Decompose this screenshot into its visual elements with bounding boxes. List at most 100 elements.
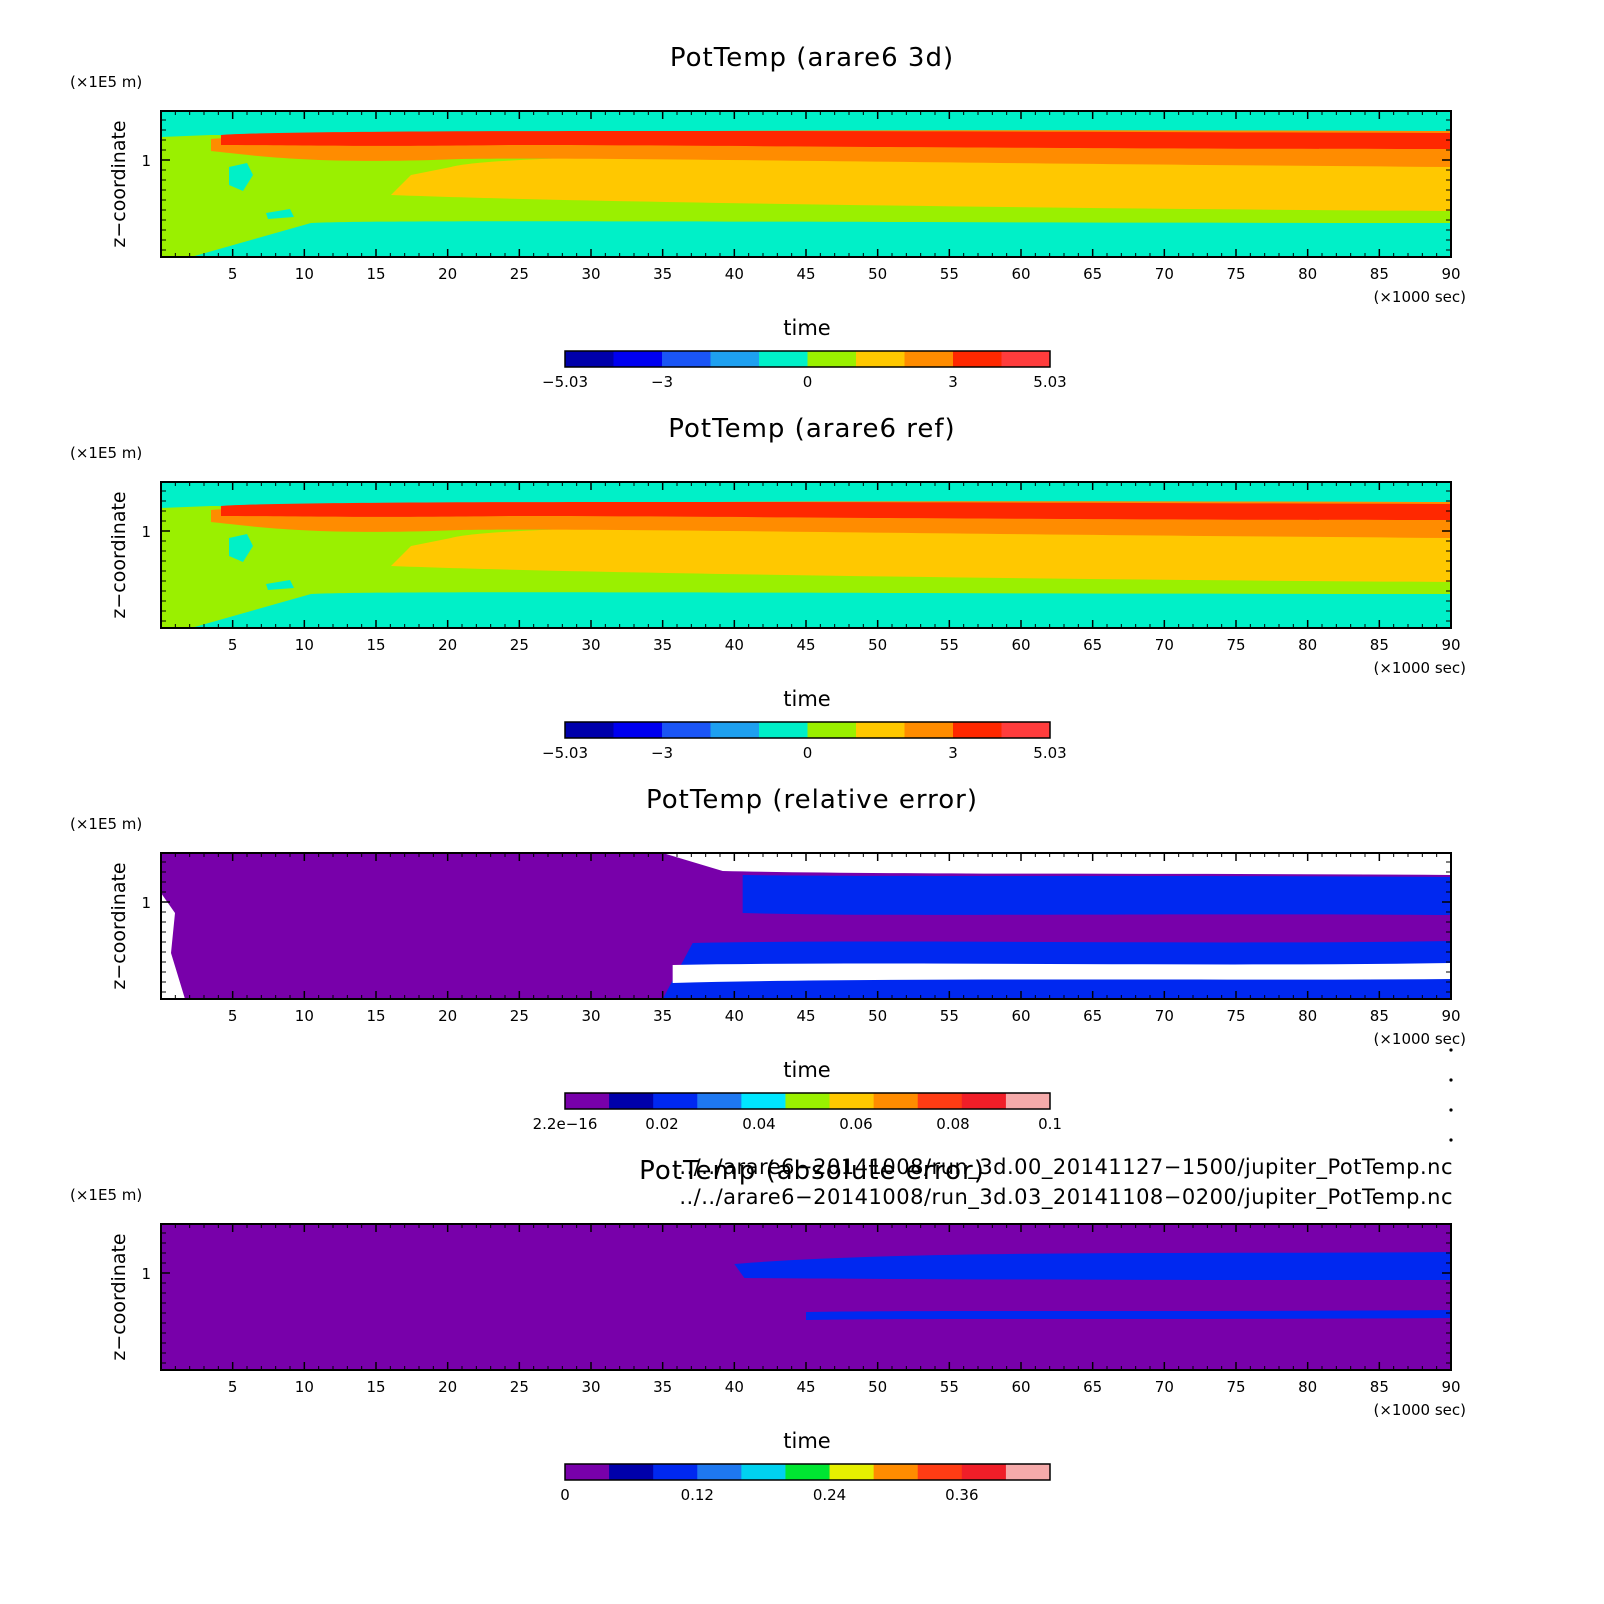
- colorbar-swatch: [609, 1464, 654, 1480]
- contour-field: [161, 482, 1451, 628]
- y-tick-label: 1: [141, 152, 151, 170]
- colorbar-label: 5.03: [1033, 373, 1066, 391]
- x-tick-label: 65: [1083, 636, 1102, 654]
- file-path-1: ../../arare6−20141008/run_3d.00_20141127…: [679, 1155, 1453, 1180]
- x-tick-label: 85: [1370, 265, 1389, 283]
- marker-dot: [1449, 1138, 1453, 1142]
- x-tick-label: 90: [1441, 265, 1460, 283]
- x-tick-label: 35: [653, 636, 672, 654]
- colorbar-swatch: [961, 1464, 1007, 1480]
- y-axis-unit: (×1E5 m): [70, 444, 142, 462]
- x-tick-label: 65: [1083, 1378, 1102, 1396]
- x-tick-label: 35: [653, 1378, 672, 1396]
- x-tick-label: 90: [1441, 1007, 1460, 1025]
- x-tick-label: 35: [653, 1007, 672, 1025]
- x-tick-label: 70: [1155, 1378, 1174, 1396]
- x-tick-label: 15: [366, 265, 385, 283]
- x-tick-label: 65: [1083, 265, 1102, 283]
- contour-region-cyan-patch: [229, 534, 253, 562]
- y-tick-label: 1: [141, 523, 151, 541]
- colorbar-label: 3: [948, 373, 958, 391]
- x-tick-label: 60: [1011, 636, 1030, 654]
- colorbar-swatch: [807, 722, 857, 738]
- x-tick-label: 40: [725, 1378, 744, 1396]
- contour-region-cyan-patch: [266, 209, 294, 219]
- x-tick-label: 45: [796, 1007, 815, 1025]
- colorbar-swatch: [953, 351, 1002, 367]
- x-tick-label: 50: [868, 1007, 887, 1025]
- colorbar-swatch: [662, 351, 711, 367]
- x-axis-label: time: [783, 1429, 830, 1453]
- x-tick-label: 60: [1011, 265, 1030, 283]
- x-axis-label: time: [783, 316, 830, 340]
- chart-panel: PotTemp (arare6 3d)(×1E5 m)5 10 15 20 25 30 35…: [70, 43, 1466, 391]
- colorbar-swatch: [785, 1093, 831, 1109]
- x-tick-label: 50: [868, 636, 887, 654]
- x-tick-label: 55: [940, 636, 959, 654]
- x-tick-label: 80: [1298, 1007, 1317, 1025]
- colorbar-swatch: [1005, 1093, 1051, 1109]
- x-tick-label: 45: [796, 1378, 815, 1396]
- x-tick-label: 5: [228, 265, 238, 283]
- marker-dot: [1449, 1108, 1453, 1112]
- x-tick-label: 70: [1155, 265, 1174, 283]
- colorbar-swatch: [904, 351, 954, 367]
- y-axis-label: z−coordinate: [108, 120, 130, 247]
- x-tick-label: 20: [438, 636, 457, 654]
- colorbar-swatch: [829, 1093, 875, 1109]
- colorbar-swatch: [565, 1093, 610, 1109]
- x-tick-label: 15: [366, 1378, 385, 1396]
- chart-panel: PotTemp (arare6 ref)(×1E5 m)5 10 15 20 25 30 3…: [70, 414, 1466, 762]
- colorbar-swatch: [1005, 1464, 1051, 1480]
- x-tick-label: 75: [1226, 636, 1245, 654]
- colorbar-label: 0.06: [839, 1115, 872, 1133]
- y-axis-label: z−coordinate: [108, 1233, 130, 1360]
- chart-title: PotTemp (relative error): [646, 785, 978, 815]
- x-tick-label: 75: [1226, 265, 1245, 283]
- colorbar-swatch: [961, 1093, 1007, 1109]
- x-tick-label: 20: [438, 1007, 457, 1025]
- x-tick-label: 60: [1011, 1378, 1030, 1396]
- y-axis-unit: (×1E5 m): [70, 1186, 142, 1204]
- colorbar-label: 0.02: [645, 1115, 678, 1133]
- chart-title: PotTemp (arare6 ref): [668, 414, 955, 444]
- colorbar-swatch: [785, 1464, 831, 1480]
- colorbar-swatch: [856, 351, 905, 367]
- contour-region-blue: [734, 1252, 1451, 1280]
- colorbar-swatch: [807, 351, 857, 367]
- colorbar-frame: [564, 1463, 1051, 1481]
- colorbar-swatch: [873, 1464, 919, 1480]
- colorbar-swatch: [613, 351, 663, 367]
- x-tick-label: 25: [510, 1007, 529, 1025]
- colorbar-label: −3: [651, 744, 673, 762]
- x-tick-label: 25: [510, 1378, 529, 1396]
- contour-field: [161, 853, 1451, 999]
- x-tick-label: 55: [940, 1007, 959, 1025]
- x-tick-label: 40: [725, 1007, 744, 1025]
- colorbar-label: 0.36: [945, 1486, 978, 1504]
- colorbar-swatch: [741, 1464, 786, 1480]
- x-tick-label: 10: [295, 265, 314, 283]
- x-tick-label: 55: [940, 265, 959, 283]
- x-axis-label: time: [783, 1058, 830, 1082]
- colorbar-swatch: [873, 1093, 919, 1109]
- colorbar-swatch: [697, 1464, 742, 1480]
- contour-region-cyan-patch: [229, 163, 253, 191]
- x-tick-label: 80: [1298, 1378, 1317, 1396]
- colorbar-swatch: [953, 722, 1002, 738]
- x-tick-label: 5: [228, 1378, 238, 1396]
- colorbar-label: 0: [803, 744, 813, 762]
- x-axis-label: time: [783, 687, 830, 711]
- colorbar-frame: [564, 1092, 1051, 1110]
- colorbar-label: 5.03: [1033, 744, 1066, 762]
- colorbar-swatch: [710, 351, 760, 367]
- x-tick-label: 65: [1083, 1007, 1102, 1025]
- colorbar-label: 0.12: [681, 1486, 714, 1504]
- colorbar-swatch: [609, 1093, 654, 1109]
- colorbar-swatch: [565, 722, 614, 738]
- colorbar-label: 3: [948, 744, 958, 762]
- x-tick-label: 20: [438, 1378, 457, 1396]
- colorbar-swatch: [741, 1093, 786, 1109]
- x-tick-label: 85: [1370, 1378, 1389, 1396]
- colorbar-swatch: [653, 1093, 698, 1109]
